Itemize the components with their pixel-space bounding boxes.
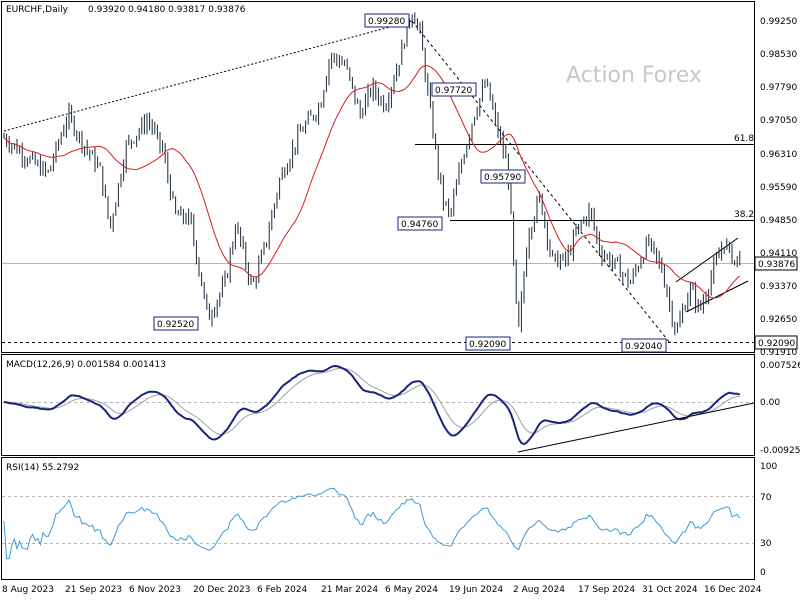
x-tick: 2 Aug 2024 xyxy=(513,585,565,595)
x-axis: 8 Aug 2023 21 Sep 2023 6 Nov 2023 20 Dec… xyxy=(2,585,762,595)
channel-upper xyxy=(675,237,739,283)
rsi-tick: 100 xyxy=(760,462,777,472)
y-tick: 0.92650 xyxy=(760,315,797,325)
label-box xyxy=(621,338,667,353)
y-tick: 0.94110 xyxy=(760,249,797,259)
x-tick: 6 Feb 2024 xyxy=(257,585,308,595)
rsi-title: RSI(14) 55.2792 xyxy=(6,463,79,473)
macd-line xyxy=(3,364,741,446)
macd-title: MACD(12,26,9) 0.001584 0.001413 xyxy=(6,360,166,370)
tag-text: 0.92090 xyxy=(758,339,795,349)
support-price-tag: 0.92090 xyxy=(754,335,798,350)
y-tick: 0.97050 xyxy=(760,116,797,126)
price-label-97720: 0.97720 xyxy=(431,82,477,97)
macd-tick: -0.009252 xyxy=(760,446,800,456)
label-box xyxy=(153,316,199,331)
current-price-tag: 0.93876 xyxy=(754,256,798,271)
label-box xyxy=(465,336,511,351)
x-tick: 21 Mar 2024 xyxy=(321,585,378,595)
tag-box xyxy=(754,335,798,350)
x-tick: 6 May 2024 xyxy=(385,585,438,595)
label-box xyxy=(480,169,526,184)
price-axis: 0.99250 0.98530 0.97790 0.97050 0.96310 … xyxy=(760,17,797,358)
fib-382-label: 38.2 xyxy=(734,210,754,220)
x-tick: 17 Sep 2024 xyxy=(578,585,635,595)
price-title: EURCHF,Daily xyxy=(6,5,69,15)
y-tick: 0.97790 xyxy=(760,83,797,93)
y-tick: 0.98530 xyxy=(760,50,797,60)
y-tick: 0.95590 xyxy=(760,183,797,193)
long-trendline xyxy=(3,20,413,132)
tag-text: 0.93876 xyxy=(758,260,795,270)
price-label-92520: 0.92520 xyxy=(153,316,199,331)
price-label-92090: 0.92090 xyxy=(465,336,511,351)
rsi-line xyxy=(3,487,741,560)
macd-axis: 0.007526 0.00 -0.009252 xyxy=(760,361,800,456)
x-tick: 20 Dec 2023 xyxy=(193,585,251,595)
y-tick: 0.94850 xyxy=(760,216,797,226)
label-text: 0.94760 xyxy=(401,220,438,230)
macd-tick: 0.007526 xyxy=(760,361,800,371)
label-box xyxy=(431,82,477,97)
price-label-99280: 0.99280 xyxy=(364,13,410,28)
x-tick: 21 Sep 2023 xyxy=(65,585,122,595)
x-tick: 8 Aug 2023 xyxy=(2,585,54,595)
macd-tick: 0.00 xyxy=(760,398,780,408)
y-tick: 0.93370 xyxy=(760,282,797,292)
rsi-pane xyxy=(1,457,755,580)
y-tick: 0.91910 xyxy=(760,348,797,358)
rsi-tick: 0 xyxy=(760,568,766,578)
ohlc-values: 0.93920 0.94180 0.93817 0.93876 xyxy=(88,5,246,15)
tag-box xyxy=(754,256,798,271)
label-text: 0.92520 xyxy=(157,320,194,330)
y-tick: 0.99250 xyxy=(760,17,797,27)
fib-618-label: 61.8 xyxy=(734,134,754,144)
label-text: 0.95790 xyxy=(484,173,521,183)
moving-average-line xyxy=(3,65,741,299)
x-tick: 19 Jun 2024 xyxy=(449,585,503,595)
rsi-tick: 30 xyxy=(760,539,772,549)
label-box xyxy=(397,216,443,231)
macd-pane xyxy=(1,354,755,456)
price-label-92040: 0.92040 xyxy=(621,338,667,353)
label-box xyxy=(364,13,410,28)
price-label-94760: 0.94760 xyxy=(397,216,443,231)
label-text: 0.97720 xyxy=(435,86,472,96)
label-text: 0.92040 xyxy=(625,342,662,352)
rsi-tick: 70 xyxy=(760,493,772,503)
channel-lower xyxy=(685,280,749,313)
macd-trendline xyxy=(517,402,755,453)
decline-trendline xyxy=(411,20,671,344)
rsi-axis: 100 70 30 0 xyxy=(760,462,777,578)
macd-signal-line xyxy=(3,367,740,435)
x-tick: 16 Dec 2024 xyxy=(704,585,762,595)
price-pane xyxy=(1,1,755,353)
candles xyxy=(3,12,741,336)
label-text: 0.99280 xyxy=(368,17,405,27)
x-tick: 31 Oct 2024 xyxy=(642,585,698,595)
watermark: Action Forex xyxy=(566,63,702,88)
y-tick: 0.96310 xyxy=(760,150,797,160)
x-tick: 6 Nov 2023 xyxy=(129,585,181,595)
label-text: 0.92090 xyxy=(469,340,506,350)
price-label-95790: 0.95790 xyxy=(480,169,526,184)
